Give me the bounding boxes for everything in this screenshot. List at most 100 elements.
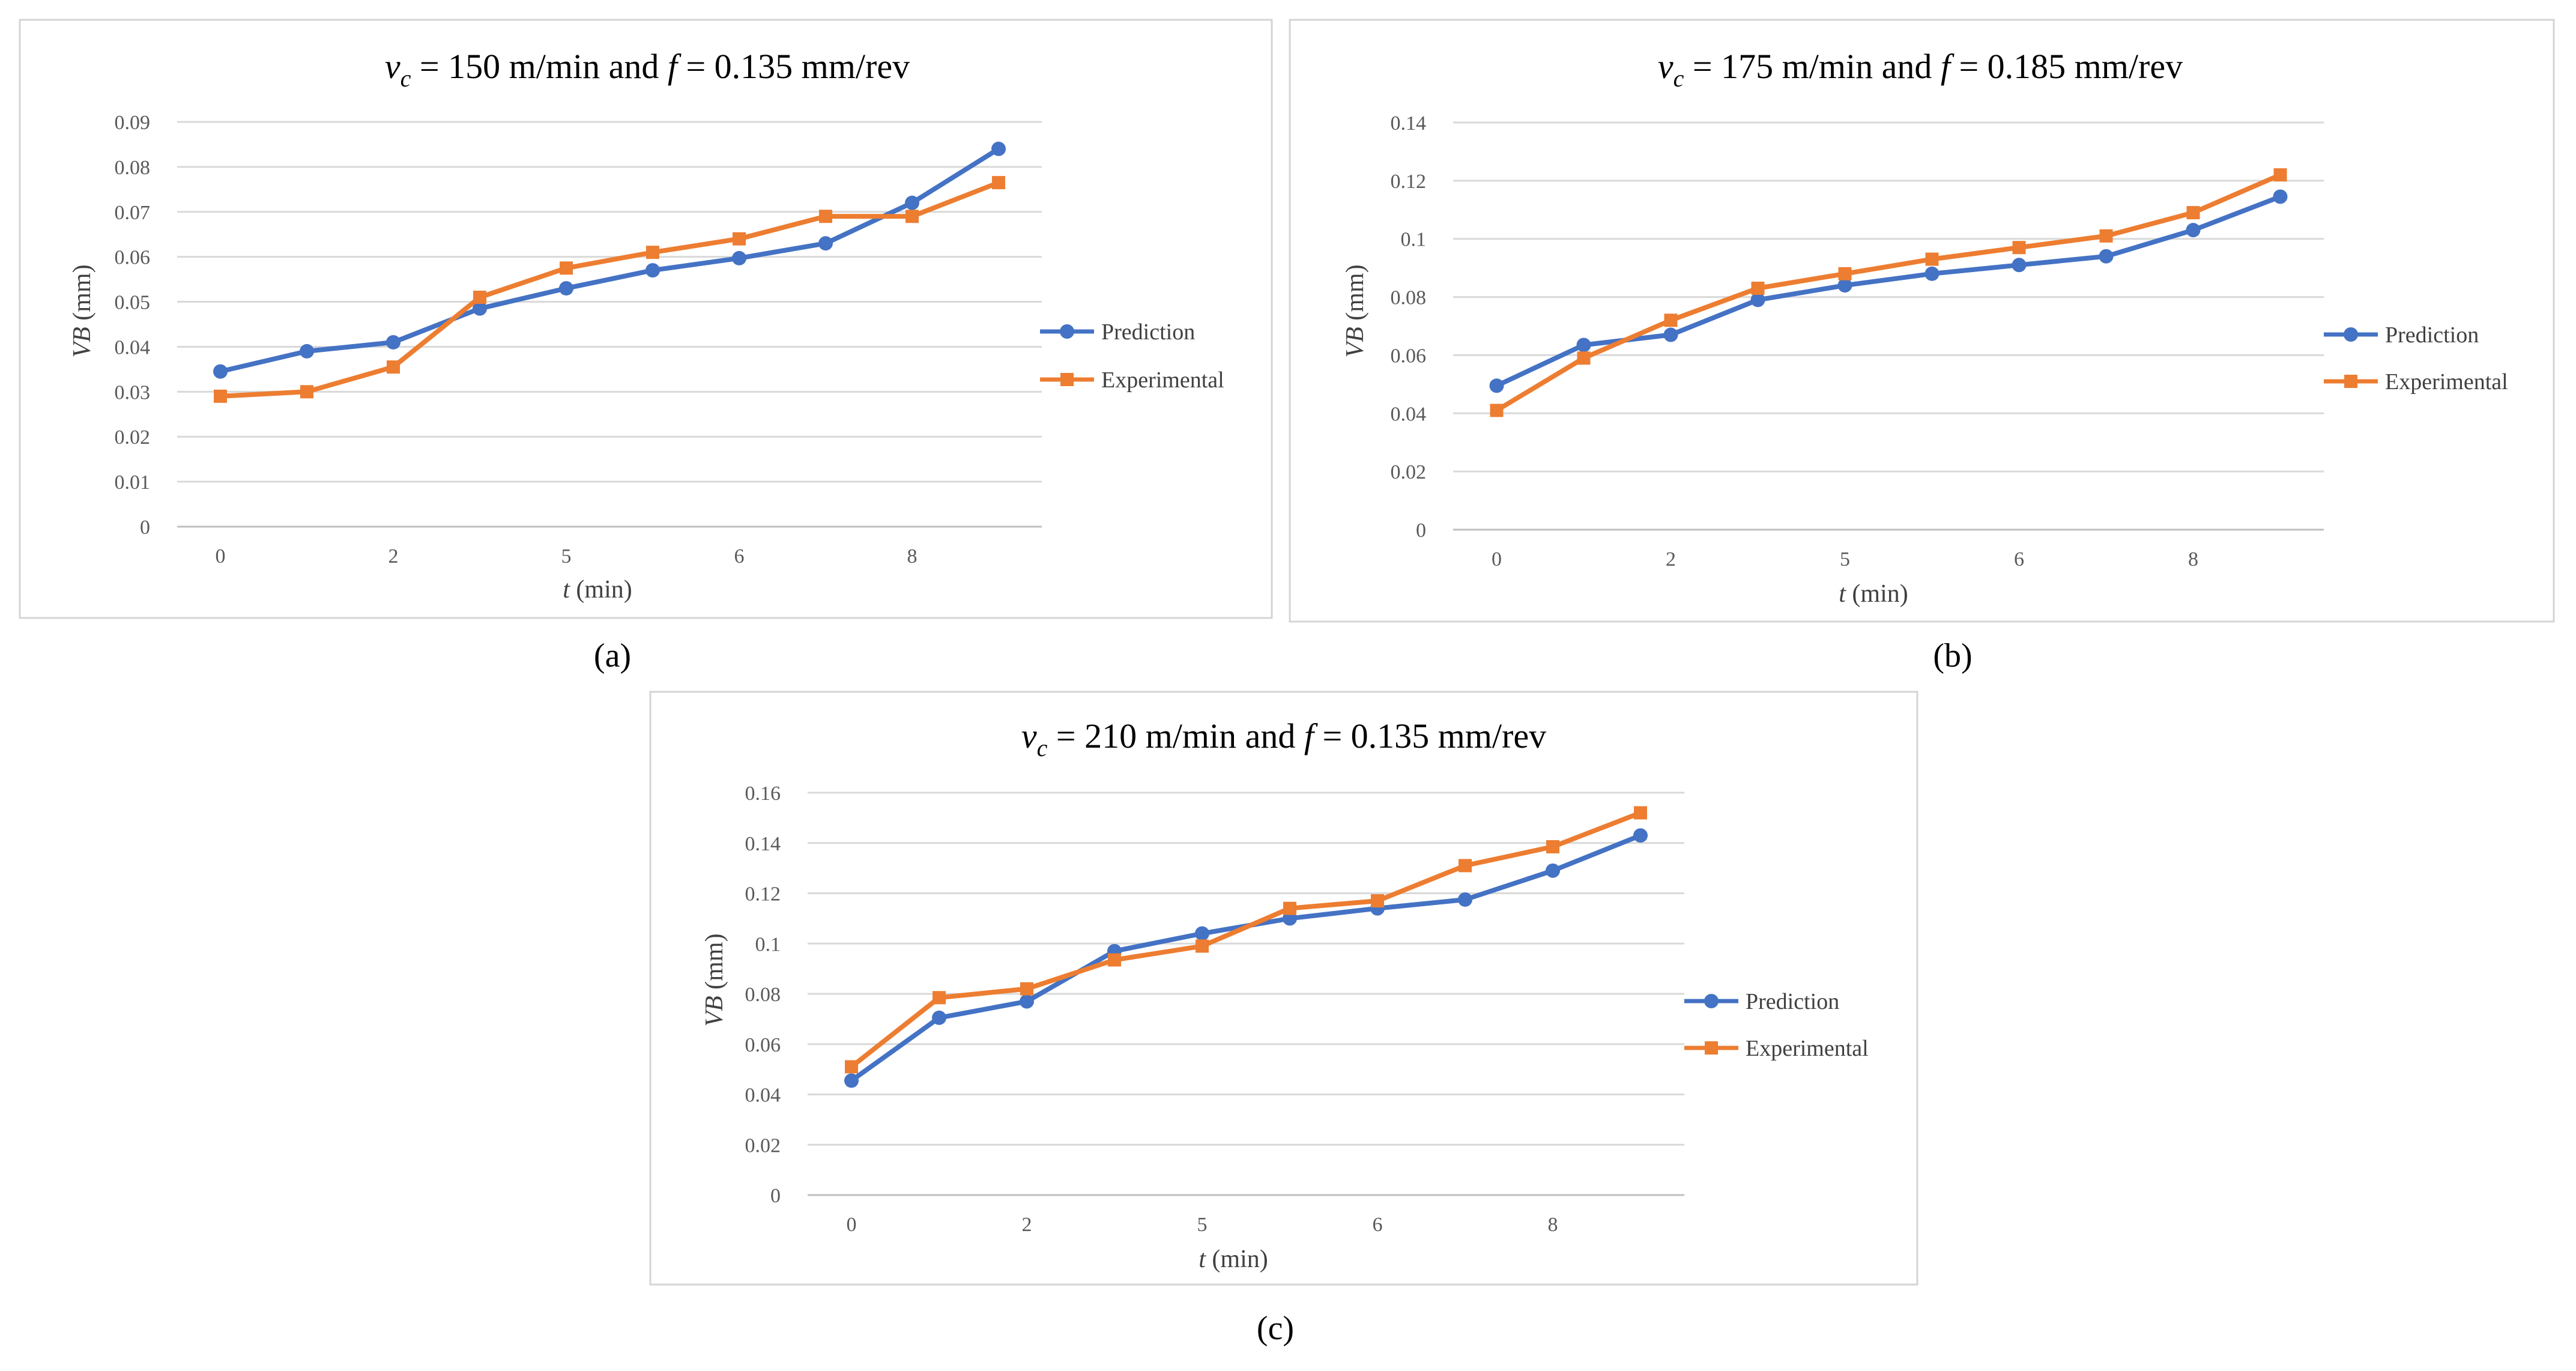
panel-a-title: vc = 150 m/min and f = 0.135 mm/rev — [385, 47, 910, 92]
y-tick-label: 0.12 — [1391, 171, 1427, 193]
x-tick-label: 2 — [389, 545, 399, 567]
data-point-prediction — [2186, 223, 2201, 238]
legend-marker-prediction — [2344, 327, 2358, 342]
series-line-prediction — [218, 146, 1001, 374]
data-point-experimental — [1664, 313, 1678, 327]
legend-item-experimental: Experimental — [1684, 1036, 1869, 1061]
y-tick-label: 0.08 — [745, 984, 781, 1006]
series-line-experimental — [849, 810, 1643, 1070]
data-point-prediction — [1924, 266, 1940, 281]
legend-marker-experimental — [2344, 375, 2357, 388]
legend-item-experimental: Experimental — [2324, 369, 2508, 395]
chart-panel-b: vc = 175 m/min and f = 0.185 mm/rev 0 0.0… — [1289, 19, 2555, 623]
chart-panel-c: vc = 210 m/min and f = 0.135 mm/rev 0 0.0… — [649, 691, 1918, 1286]
panel-c-title: vc = 210 m/min and f = 0.135 mm/rev — [1021, 716, 1546, 761]
y-tick-label: 0.14 — [745, 833, 781, 855]
panel-a-x-axis: 0 2 5 6 8 — [216, 545, 918, 567]
legend-item-experimental: Experimental — [1040, 368, 1224, 393]
data-point-prediction — [932, 1010, 946, 1025]
y-tick-label: 0 — [140, 516, 150, 539]
legend-label-experimental: Experimental — [2385, 369, 2508, 395]
data-point-experimental — [1490, 404, 1504, 417]
data-point-prediction — [213, 364, 228, 379]
data-point-experimental — [992, 176, 1005, 190]
legend-label-prediction: Prediction — [1101, 319, 1195, 345]
data-point-prediction — [2273, 189, 2288, 204]
series-line-experimental — [218, 180, 1001, 399]
panel-a-y-axis: 0 0.01 0.02 0.03 0.04 0.05 0.06 0.07 0.08 0.09 — [115, 112, 151, 539]
panel-a-caption: (a) — [594, 637, 631, 674]
data-point-experimental — [1108, 953, 1121, 967]
data-point-experimental — [473, 291, 486, 304]
y-tick-label: 0.07 — [115, 202, 151, 224]
legend-label-experimental: Experimental — [1746, 1036, 1869, 1061]
panel-a-legend: Prediction Experimental — [1040, 319, 1224, 393]
x-tick-label: 5 — [1197, 1214, 1208, 1236]
data-point-prediction — [1750, 292, 1765, 307]
y-tick-label: 0.1 — [755, 933, 781, 955]
panel-c-x-axis: 0 2 5 6 8 — [847, 1214, 1558, 1236]
data-point-prediction — [844, 1073, 859, 1088]
panel-a-x-axis-label: t (min) — [563, 576, 632, 604]
data-point-experimental — [646, 246, 659, 259]
legend-item-prediction: Prediction — [2324, 322, 2479, 348]
x-tick-label: 6 — [1373, 1214, 1383, 1236]
x-tick-label: 0 — [847, 1214, 857, 1236]
panel-b-x-axis-label: t (min) — [1839, 580, 1908, 608]
data-point-prediction — [1546, 863, 1560, 878]
data-point-prediction — [1576, 337, 1591, 353]
panel-b-y-axis-label: VB (mm) — [1341, 264, 1369, 357]
data-point-experimental — [1546, 840, 1559, 854]
data-point-experimental — [1020, 982, 1033, 996]
legend-marker-prediction — [1704, 994, 1719, 1008]
data-point-prediction — [1195, 926, 1209, 941]
panel-c-gridlines — [808, 791, 1684, 1196]
legend-label-prediction: Prediction — [2385, 322, 2479, 348]
y-tick-label: 0.04 — [745, 1085, 781, 1107]
data-point-prediction — [386, 334, 401, 350]
panel-c-legend: Prediction Experimental — [1684, 989, 1869, 1061]
y-tick-label: 0.03 — [115, 381, 151, 404]
panel-a-series — [213, 141, 1006, 403]
chart-panel-a: vc = 150 m/min and f = 0.135 mm/rev 0 0.0… — [19, 19, 1273, 619]
x-tick-label: 8 — [2188, 548, 2198, 570]
y-tick-label: 0.09 — [115, 112, 151, 134]
x-tick-label: 2 — [1022, 1214, 1032, 1236]
y-tick-label: 0.02 — [115, 426, 151, 449]
panel-b-series — [1489, 168, 2288, 417]
panel-b-legend: Prediction Experimental — [2324, 322, 2508, 395]
y-tick-label: 0.1 — [1401, 229, 1427, 251]
panel-c-caption: (c) — [1257, 1310, 1294, 1347]
data-point-prediction — [905, 195, 919, 210]
x-tick-label: 5 — [561, 545, 572, 567]
x-tick-label: 6 — [734, 545, 745, 567]
panel-b-title: vc = 175 m/min and f = 0.185 mm/rev — [1658, 47, 2183, 92]
data-point-prediction — [1837, 278, 1852, 293]
data-point-experimental — [1371, 894, 1384, 908]
panel-b-gridlines — [1453, 121, 2324, 531]
y-tick-label: 0 — [1416, 519, 1426, 542]
panel-a-gridlines — [177, 121, 1042, 528]
y-tick-label: 0.02 — [745, 1134, 781, 1157]
panel-c-y-axis: 0 0.02 0.04 0.06 0.08 0.1 0.12 0.14 0.16 — [745, 782, 781, 1207]
x-tick-label: 0 — [1492, 548, 1502, 570]
data-point-prediction — [1633, 828, 1648, 843]
data-point-prediction — [559, 281, 573, 296]
x-tick-label: 2 — [1666, 548, 1676, 570]
x-tick-label: 8 — [1548, 1214, 1558, 1236]
data-point-experimental — [560, 261, 573, 275]
y-tick-label: 0.08 — [115, 157, 151, 179]
data-point-experimental — [2273, 168, 2287, 182]
data-point-experimental — [2186, 206, 2200, 220]
data-point-experimental — [1459, 859, 1472, 873]
y-tick-label: 0.06 — [115, 247, 151, 269]
legend-marker-experimental — [1060, 373, 1074, 386]
data-point-experimental — [1925, 252, 1939, 266]
data-point-prediction — [2099, 249, 2114, 264]
data-point-experimental — [2012, 241, 2026, 255]
data-point-experimental — [845, 1060, 858, 1074]
data-point-experimental — [214, 389, 227, 403]
data-point-experimental — [387, 360, 400, 374]
y-tick-label: 0.06 — [745, 1034, 781, 1056]
